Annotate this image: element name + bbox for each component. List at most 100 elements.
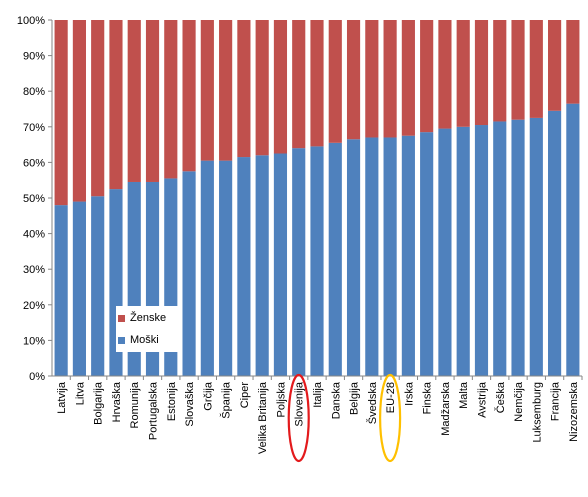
bar-zenske-grcija <box>200 20 214 161</box>
bar-zenske-bolgarija <box>91 20 105 197</box>
x-tick-label-finska: Finska <box>422 381 434 414</box>
x-tick-label-malta: Malta <box>458 381 470 409</box>
bar-zenske-nemcija <box>511 20 525 120</box>
bar-zenske-romunija <box>127 20 141 182</box>
y-tick-label: 40% <box>23 229 45 241</box>
highlight-ellipse-eu-28 <box>379 373 402 463</box>
x-tick-label-belgija: Belgija <box>349 381 361 415</box>
bar-moski-italija <box>310 146 324 376</box>
x-tick-label-svedska: Švedska <box>366 381 379 424</box>
x-tick-label-spanija: Španija <box>220 381 233 419</box>
bar-zenske-luksemburg <box>529 20 543 118</box>
bar-moski-svedska <box>365 137 379 376</box>
x-tick-label-ciper: Ciper <box>239 382 251 409</box>
bar-moski-luksemburg <box>529 117 543 377</box>
x-tick-label-grcija: Grčija <box>202 381 214 411</box>
legend-swatch-moski <box>118 336 125 344</box>
x-tick-label-irska: Irska <box>403 381 415 406</box>
x-tick-label-slovenija: Slovenija <box>294 381 306 427</box>
bar-zenske-hrvaska <box>109 20 123 190</box>
bar-moski-bolgarija <box>91 196 105 376</box>
legend-label-zenske: Ženske <box>130 312 167 324</box>
bar-moski-eu-28 <box>383 137 397 376</box>
bar-zenske-italija <box>310 20 324 147</box>
x-tick-label-poljska: Poljska <box>275 381 287 417</box>
bar-zenske-spanija <box>219 20 233 161</box>
legend-label-moski: Moški <box>130 334 159 346</box>
bar-zenske-latvija <box>54 20 68 206</box>
bar-zenske-litva <box>72 20 86 202</box>
bar-zenske-portugalska <box>145 20 160 182</box>
bar-zenske-slovaska <box>182 20 196 172</box>
x-tick-label-eu-28: EU-28 <box>385 382 397 413</box>
bar-moski-finska <box>420 132 434 376</box>
x-tick-label-portugalska: Portugalska <box>148 381 160 440</box>
bar-zenske-eu-28 <box>383 20 397 138</box>
bar-zenske-svedska <box>365 20 379 138</box>
bar-moski-poljska <box>273 153 288 376</box>
bar-zenske-danska <box>328 20 342 143</box>
bar-zenske-nizozemska <box>566 20 580 104</box>
bar-zenske-ciper <box>237 20 251 158</box>
bar-moski-irska <box>401 135 415 376</box>
y-tick-label: 90% <box>23 51 45 63</box>
x-tick-label-slovaska: Slovaška <box>184 381 196 427</box>
legend-item-zenske: Ženske <box>118 310 166 326</box>
y-tick-label: 100% <box>17 15 45 27</box>
y-tick-label: 60% <box>23 157 45 169</box>
bar-moski-nemcija <box>511 119 525 377</box>
bar-zenske-francija <box>548 20 562 111</box>
bar-moski-velika-britanija <box>255 155 269 376</box>
y-tick-label: 0% <box>29 371 45 383</box>
legend: Ženske Moški <box>116 306 182 352</box>
x-tick-label-danska: Danska <box>330 381 342 419</box>
legend-swatch-zenske <box>118 314 125 322</box>
bar-zenske-madzarska <box>438 20 452 129</box>
bar-moski-danska <box>328 142 342 376</box>
bar-moski-ceska <box>493 121 507 377</box>
x-tick-label-litva: Litva <box>74 381 86 405</box>
x-tick-label-bolgarija: Bolgarija <box>93 381 105 425</box>
bar-moski-avstrija <box>474 125 489 377</box>
y-tick-label: 20% <box>23 300 45 312</box>
y-tick-label: 70% <box>23 122 45 134</box>
bar-moski-latvija <box>54 205 68 376</box>
bar-zenske-ceska <box>493 20 507 122</box>
x-tick-label-luksemburg: Luksemburg <box>531 382 543 443</box>
bar-zenske-estonija <box>164 20 178 179</box>
bar-moski-ciper <box>237 157 251 376</box>
bar-moski-slovaska <box>182 171 196 376</box>
y-tick-label: 10% <box>23 335 45 347</box>
bar-moski-belgija <box>346 139 361 376</box>
x-tick-label-avstrija: Avstrija <box>476 381 488 418</box>
x-tick-label-nemcija: Nemčija <box>513 381 525 422</box>
x-tick-label-hrvaska: Hrvaška <box>111 381 123 422</box>
bar-moski-litva <box>72 201 86 376</box>
x-tick-label-velika-britanija: Velika Britanija <box>257 381 269 454</box>
bar-zenske-poljska <box>273 20 288 154</box>
bar-zenske-belgija <box>346 20 361 140</box>
bar-moski-francija <box>548 110 562 376</box>
y-tick-label: 50% <box>23 193 45 205</box>
y-tick-label: 30% <box>23 264 45 276</box>
x-tick-label-estonija: Estonija <box>166 381 178 421</box>
bar-moski-nizozemska <box>566 103 580 376</box>
bar-zenske-avstrija <box>474 20 489 126</box>
bar-moski-spanija <box>219 160 233 376</box>
y-tick-label: 80% <box>23 86 45 98</box>
bar-moski-madzarska <box>438 128 452 376</box>
highlight-ellipse-slovenija <box>287 373 310 463</box>
x-tick-label-madzarska: Madžarska <box>440 381 452 436</box>
x-tick-label-romunija: Romunija <box>129 381 141 428</box>
bar-zenske-malta <box>456 20 470 127</box>
bar-moski-malta <box>456 126 470 376</box>
bar-zenske-slovenija <box>292 20 306 149</box>
bar-zenske-finska <box>420 20 434 133</box>
bar-moski-slovenija <box>292 148 306 376</box>
bar-zenske-irska <box>401 20 415 136</box>
x-tick-label-italija: Italija <box>312 381 324 408</box>
x-tick-label-ceska: Češka <box>494 381 507 413</box>
x-tick-label-francija: Francija <box>550 381 562 421</box>
